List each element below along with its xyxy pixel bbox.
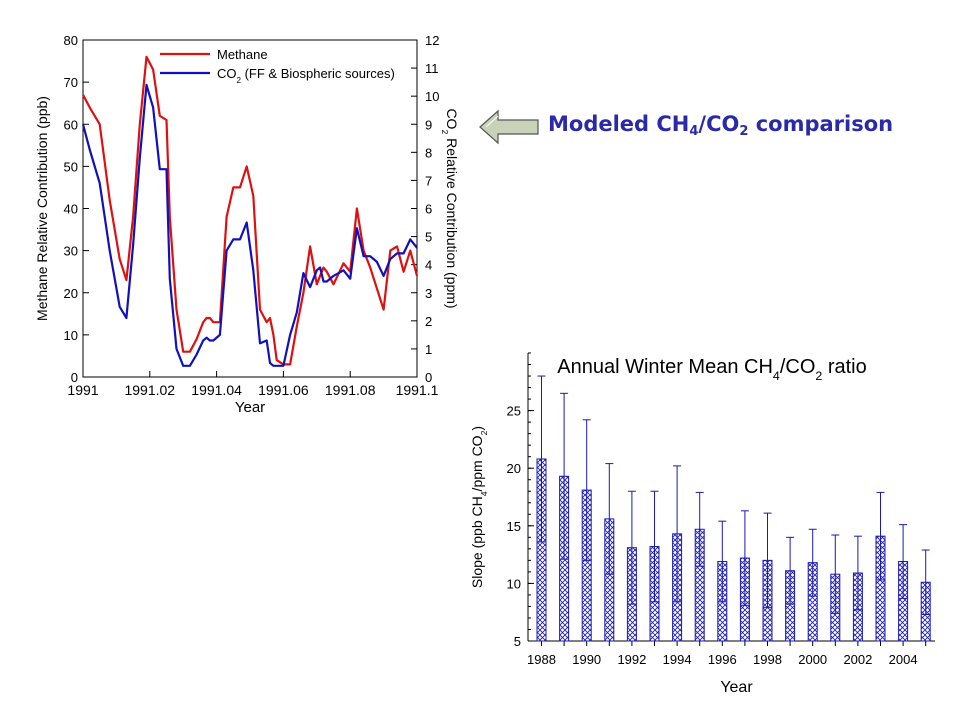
- y-tick-label: 20: [64, 286, 78, 301]
- y2-tick-label: 4: [425, 258, 432, 273]
- x-tick-label: 1991.06: [258, 382, 309, 398]
- y-tick-label: 50: [64, 159, 78, 174]
- y2-tick-label: 11: [425, 61, 439, 76]
- y2-tick-label: 6: [425, 202, 432, 217]
- x-tick-label: 2002: [843, 652, 872, 667]
- y-tick-label: 10: [64, 328, 78, 343]
- y-tick-label: 80: [64, 33, 78, 48]
- y-tick-label: 15: [507, 519, 521, 534]
- series-line-co2: [81, 83, 418, 367]
- y-tick-label: 25: [507, 404, 521, 419]
- x-axis-label: Year: [235, 399, 265, 416]
- x-tick-label: 2000: [798, 652, 827, 667]
- x-tick-label: 2004: [889, 652, 918, 667]
- x-axis-label: Year: [720, 679, 753, 696]
- x-tick-label: 1992: [617, 652, 646, 667]
- x-tick-label: 1991.04: [191, 382, 242, 398]
- x-tick-label: 1991.1: [396, 382, 439, 398]
- y-axis-label: Slope (ppb CH4/ppm CO2): [469, 426, 489, 588]
- banner-sub-4: 4: [689, 124, 699, 139]
- y2-tick-label: 8: [425, 145, 432, 160]
- y2-tick-label: 9: [425, 117, 432, 132]
- y-tick-label: 60: [64, 117, 78, 132]
- series-line-methane: [82, 55, 419, 366]
- x-tick-label: 1998: [753, 652, 782, 667]
- slide-title: Modeled CH4/CO2 comparison: [548, 112, 893, 139]
- legend-label-methane: Methane: [217, 47, 268, 62]
- y-axis-label: Methane Relative Contribution (ppb): [34, 96, 50, 321]
- x-tick-label: 1994: [663, 652, 692, 667]
- y2-tick-label: 3: [425, 286, 432, 301]
- y2-axis-label: CO2 Relative Contribution (ppm): [440, 108, 460, 308]
- y-tick-label: 0: [71, 370, 78, 385]
- banner-sub-2: 2: [739, 124, 749, 139]
- banner-suffix: comparison: [748, 112, 894, 136]
- y-tick-label: 20: [507, 461, 521, 476]
- y2-tick-label: 2: [425, 314, 432, 329]
- y-tick-label: 70: [64, 75, 78, 90]
- x-tick-label: 1991.08: [325, 382, 376, 398]
- banner-mid: /CO: [698, 112, 740, 136]
- y-tick-label: 30: [64, 244, 78, 259]
- y2-tick-label: 0: [425, 370, 432, 385]
- x-tick-label: 1991.02: [124, 382, 175, 398]
- y2-tick-label: 1: [425, 342, 432, 357]
- y2-tick-label: 12: [425, 33, 439, 48]
- y2-tick-label: 7: [425, 173, 432, 188]
- legend-label-co2: CO2 (FF & Biospheric sources): [217, 66, 395, 85]
- y2-tick-label: 10: [425, 89, 439, 104]
- x-tick-label: 1996: [708, 652, 737, 667]
- x-tick-label: 1990: [572, 652, 601, 667]
- y2-tick-label: 5: [425, 230, 432, 245]
- y-tick-label: 5: [514, 634, 521, 649]
- x-tick-label: 1991: [67, 382, 98, 398]
- y-tick-label: 10: [507, 576, 521, 591]
- x-tick-label: 1988: [527, 652, 556, 667]
- banner-prefix: Modeled CH: [548, 112, 690, 136]
- chart-title: Annual Winter Mean CH4/CO2 ratio: [557, 356, 867, 383]
- y-tick-label: 40: [64, 202, 78, 217]
